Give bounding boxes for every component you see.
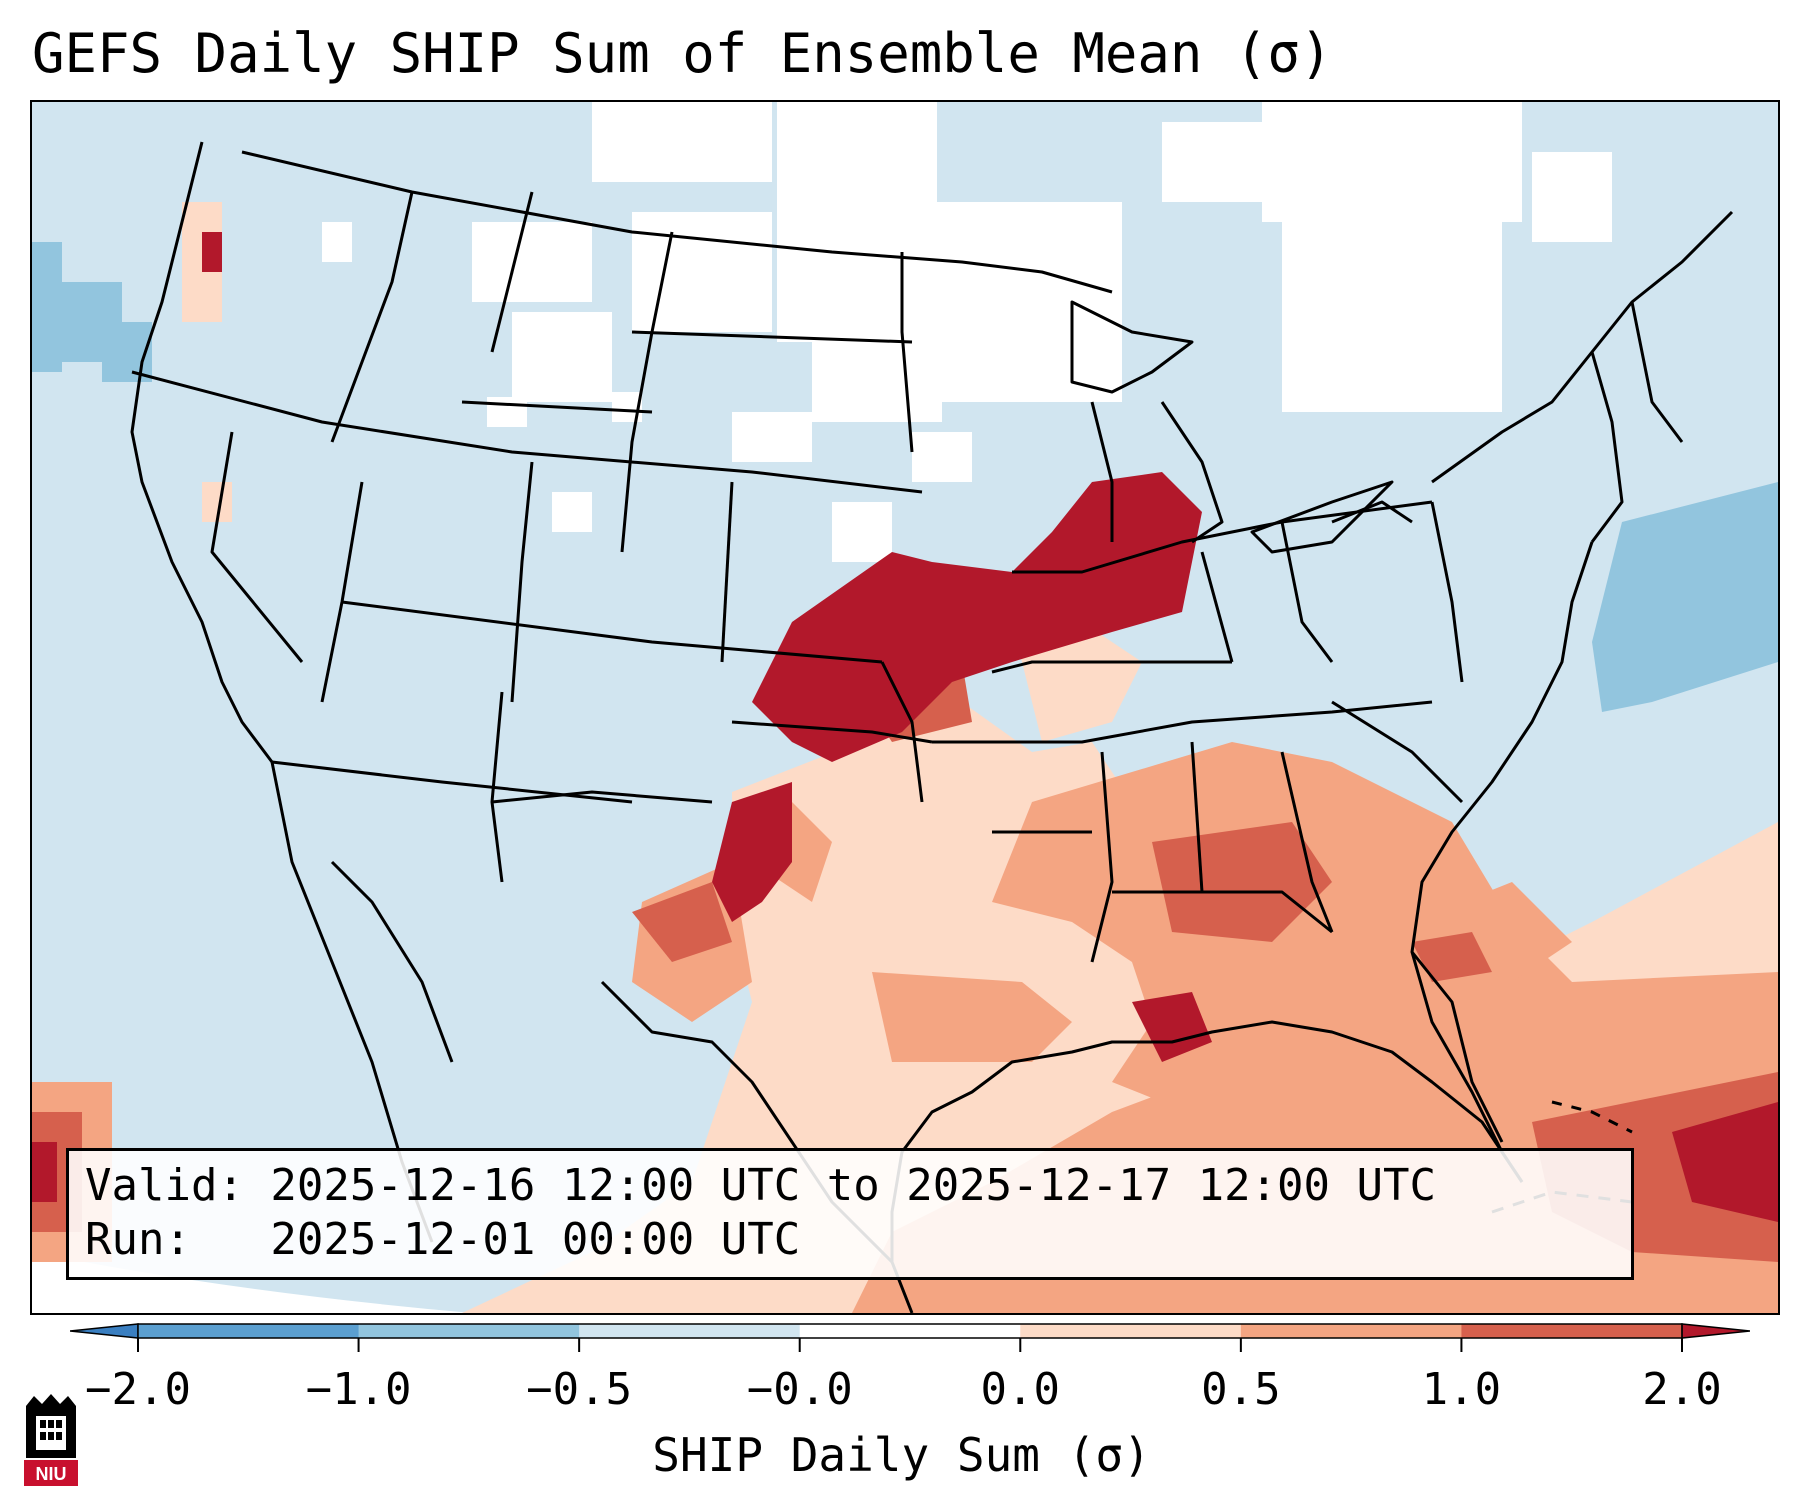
colorbar-label: SHIP Daily Sum (σ) (652, 1428, 1151, 1482)
logo-lettering: NIU (36, 1464, 67, 1484)
colorbar-extend-high (1681, 1323, 1751, 1339)
colorbar-tick-label: −2.0 (85, 1364, 191, 1415)
valid-run-info-box: Valid: 2025-12-16 12:00 UTC to 2025-12-1… (66, 1148, 1634, 1280)
niu-logo-icon: NIU (24, 1394, 78, 1486)
colorbar-segment (358, 1324, 580, 1338)
valid-time-text: Valid: 2025-12-16 12:00 UTC to 2025-12-1… (85, 1160, 1437, 1211)
colorbar-segment (1240, 1324, 1462, 1338)
colorbar-tick-label: 1.0 (1421, 1364, 1502, 1415)
colorbar-tick-label: 2.0 (1642, 1364, 1722, 1415)
colorbar (69, 1316, 1751, 1364)
colorbar-extend-low (69, 1323, 139, 1339)
boundaries (130, 141, 1734, 1313)
map-panel (30, 100, 1780, 1315)
colorbar-segment (799, 1324, 1021, 1338)
colorbar-tick-label: 0.0 (980, 1364, 1061, 1415)
negative-anomaly-patches (32, 242, 1778, 712)
map-canvas (32, 102, 1778, 1313)
colorbar-tick-label: −0.5 (526, 1364, 633, 1415)
map-domain-corner (32, 1252, 472, 1313)
colorbar-tick-label: −0.0 (746, 1364, 853, 1415)
colorbar-tick-label: −1.0 (305, 1364, 412, 1415)
colorbar-segment (1020, 1324, 1242, 1338)
colorbar-graphic (69, 1323, 1751, 1352)
colorbar-outline (137, 1323, 1683, 1339)
extreme-positive-patches (32, 232, 1778, 1222)
colorbar-segment (579, 1324, 801, 1338)
colorbar-tick-label: 0.5 (1201, 1364, 1281, 1415)
map-title: GEFS Daily SHIP Sum of Ensemble Mean (σ) (32, 22, 1333, 85)
run-time-text: Run: 2025-12-01 00:00 UTC (85, 1214, 801, 1265)
niu-logo: NIU (20, 1392, 82, 1492)
colorbar-segment (1461, 1324, 1683, 1338)
near-zero-patches (322, 102, 1612, 562)
colorbar-segment (138, 1324, 360, 1338)
